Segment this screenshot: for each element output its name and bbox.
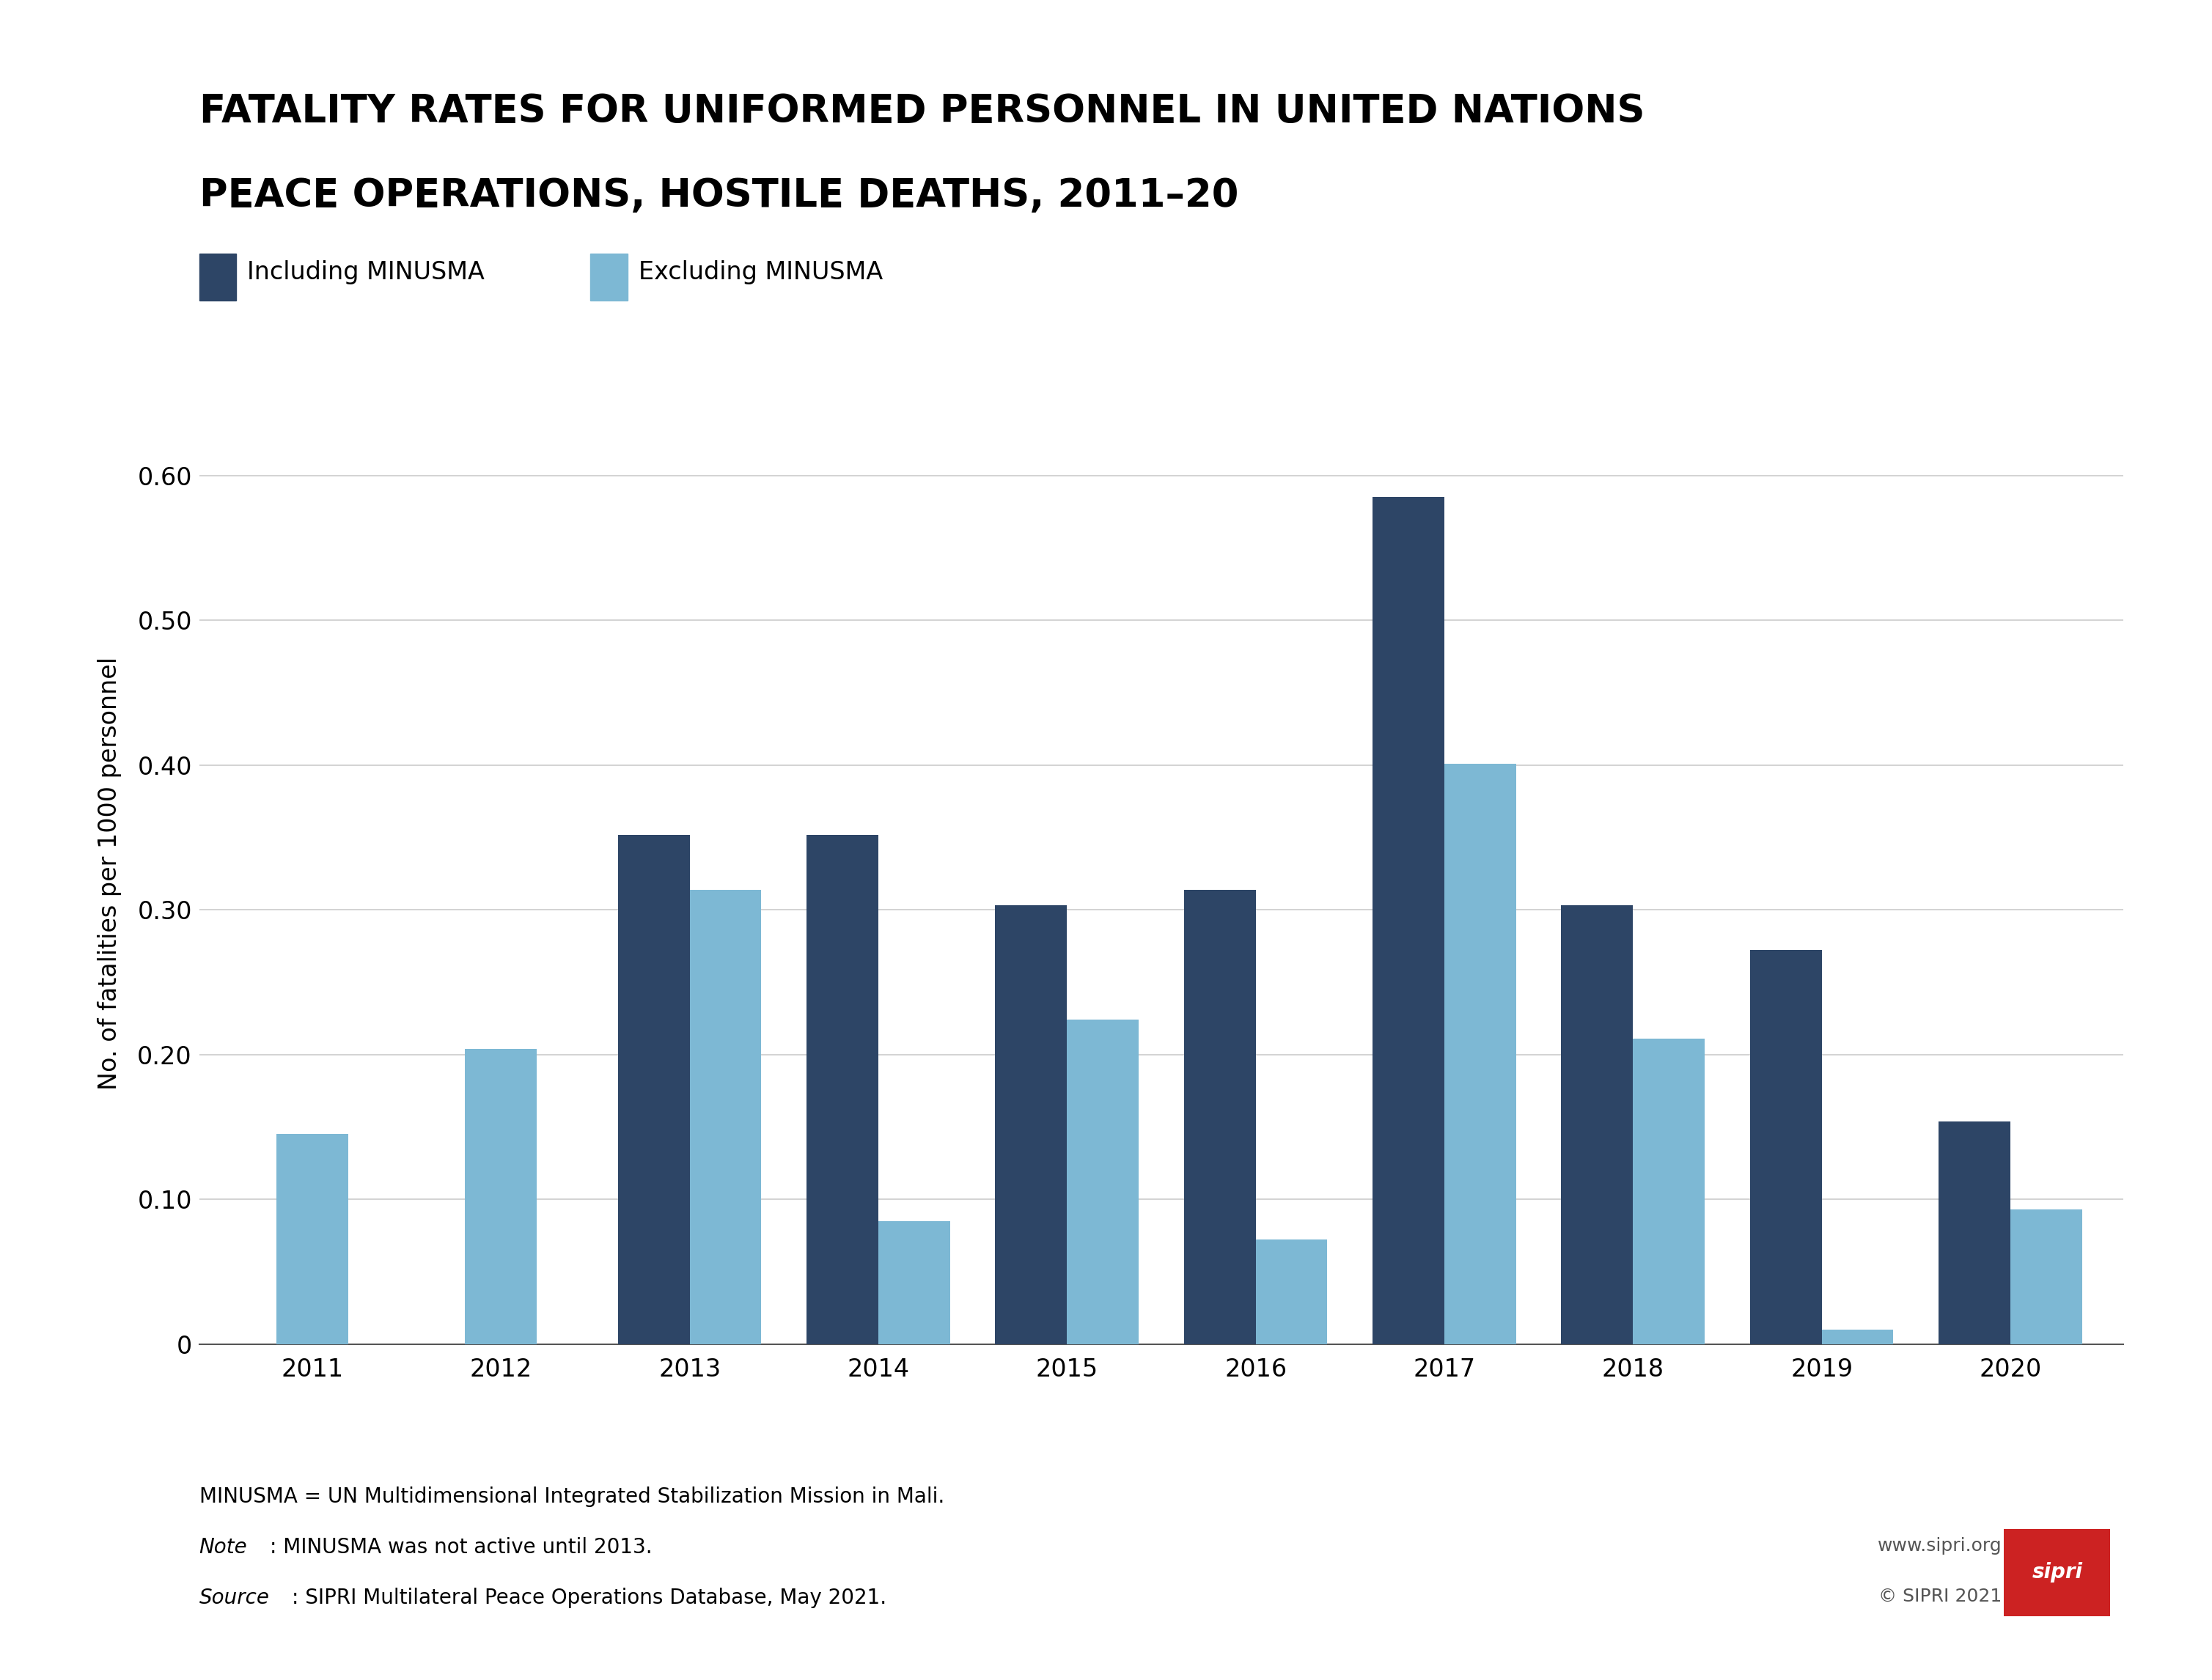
Bar xyxy=(1256,1240,1327,1344)
Text: © SIPRI 2021: © SIPRI 2021 xyxy=(1878,1588,2002,1604)
Bar xyxy=(1374,497,1444,1344)
Bar xyxy=(1444,764,1515,1344)
Bar xyxy=(1066,1020,1139,1344)
Text: PEACE OPERATIONS, HOSTILE DEATHS, 2011–20: PEACE OPERATIONS, HOSTILE DEATHS, 2011–2… xyxy=(199,176,1239,215)
Bar xyxy=(465,1048,538,1344)
Text: Excluding MINUSMA: Excluding MINUSMA xyxy=(639,260,883,284)
Text: sipri: sipri xyxy=(2033,1562,2081,1583)
Text: www.sipri.org: www.sipri.org xyxy=(1878,1537,2002,1554)
Text: Note: Note xyxy=(199,1537,248,1557)
Bar xyxy=(617,835,690,1344)
Bar xyxy=(1183,889,1256,1344)
Bar xyxy=(2011,1210,2081,1344)
Bar xyxy=(878,1221,949,1344)
Bar xyxy=(1562,906,1632,1344)
Bar xyxy=(1938,1121,2011,1344)
Bar xyxy=(1823,1329,1893,1344)
Text: MINUSMA = UN Multidimensional Integrated Stabilization Mission in Mali.: MINUSMA = UN Multidimensional Integrated… xyxy=(199,1487,945,1507)
Bar xyxy=(276,1134,347,1344)
Bar xyxy=(995,906,1066,1344)
Y-axis label: No. of fatalities per 1000 personnel: No. of fatalities per 1000 personnel xyxy=(97,657,122,1090)
Bar xyxy=(807,835,878,1344)
Text: : SIPRI Multilateral Peace Operations Database, May 2021.: : SIPRI Multilateral Peace Operations Da… xyxy=(292,1588,887,1608)
Text: FATALITY RATES FOR UNIFORMED PERSONNEL IN UNITED NATIONS: FATALITY RATES FOR UNIFORMED PERSONNEL I… xyxy=(199,92,1644,131)
Bar xyxy=(690,889,761,1344)
Bar xyxy=(1632,1038,1705,1344)
Text: Source: Source xyxy=(199,1588,270,1608)
Text: Including MINUSMA: Including MINUSMA xyxy=(248,260,484,284)
Bar xyxy=(1750,951,1823,1344)
Text: : MINUSMA was not active until 2013.: : MINUSMA was not active until 2013. xyxy=(270,1537,653,1557)
